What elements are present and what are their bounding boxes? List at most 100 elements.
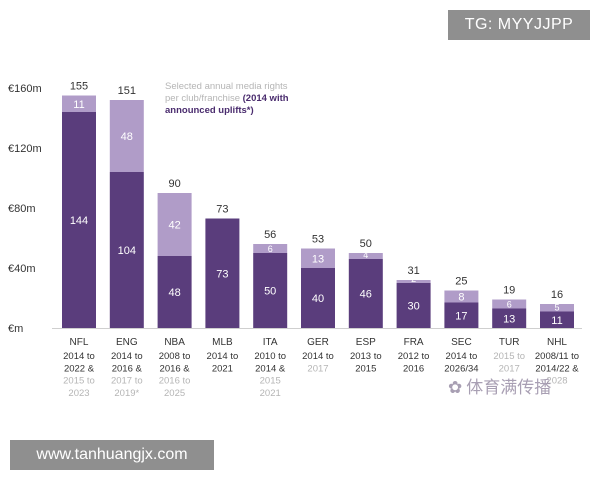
wechat-icon: ✿ [448,378,463,398]
category-sublabel: 2012 to [398,351,430,362]
bar-uplift-nfl [62,95,96,112]
category-label: ITA [263,337,278,348]
category-sublabel: 2028 [546,376,567,387]
category-label: NFL [70,337,89,348]
bar-uplift-nhl [540,304,574,312]
category-label: NBA [164,337,185,348]
bar-uplift-eng [109,100,144,172]
category-label: MLB [212,337,233,348]
logo-watermark: ✿ 体育满传播 [448,373,551,398]
category-sublabel: 2014 & [255,363,286,374]
category-label: TUR [499,337,520,348]
bar-uplift-ger [301,248,335,268]
bar-uplift-label: 48 [121,131,133,143]
category-sublabel: 2017 [307,363,328,374]
category-sublabel: 2015 [355,363,376,374]
category-sublabel: 2015 to [493,351,525,362]
bar-total-label: 16 [551,289,563,301]
bar-base-label: 11 [551,315,562,327]
bar-total-label: 151 [118,85,136,97]
bar-base-nhl [540,311,574,328]
url-watermark: www.tanhuangjx.com [10,440,214,470]
category-sublabel: 2014 to [446,351,478,362]
bar-base-mlb [205,218,240,328]
bar-base-esp [348,259,383,328]
bar-total-label: 31 [407,265,419,277]
category-sublabel: 2019* [114,388,139,399]
y-tick-label: €m [8,323,23,335]
y-tick-label: €160m [8,83,42,95]
bar-uplift-label: 2 [411,274,416,284]
bar-base-ger [301,268,335,328]
bar-total-label: 90 [168,178,180,190]
bar-base-label: 50 [264,286,276,298]
bar-uplift-label: 5 [554,303,559,313]
y-tick-label: €80m [8,203,36,215]
bar-total-label: 25 [455,276,467,288]
bar-uplift-sec [444,290,479,303]
category-sublabel: 2021 [260,388,281,399]
category-label: FRA [404,337,424,348]
bar-uplift-label: 13 [312,253,324,265]
bar-uplift-label: 6 [507,300,512,310]
bar-base-label: 104 [118,245,136,257]
category-sublabel: 2013 to [350,351,382,362]
bar-uplift-tur [492,299,527,309]
category-sublabel: 2017 [499,363,520,374]
bar-base-label: 48 [168,287,180,299]
category-label: GER [307,337,329,348]
category-sublabel: 2014 to [111,351,143,362]
bar-total-label: 155 [70,81,88,93]
category-sublabel: 2010 to [254,351,286,362]
category-sublabel: 2015 to [63,376,95,387]
category-sublabel: 2014 to [63,351,95,362]
bar-base-nba [157,256,192,328]
bar-base-nfl [62,112,96,328]
bar-uplift-nba [157,193,192,256]
category-sublabel: 2008/11 to [535,351,579,362]
bar-base-sec [444,302,479,328]
category-sublabel: 2014/22 & [535,363,579,374]
category-label: ESP [356,337,376,348]
bar-base-label: 144 [70,215,88,227]
category-sublabel: 2016 & [160,363,191,374]
bar-total-label: 53 [312,234,324,246]
bar-base-label: 17 [455,310,467,322]
bar-base-eng [109,172,144,328]
bar-total-label: 19 [503,285,515,297]
bar-uplift-label: 8 [458,292,464,304]
bar-base-label: 46 [360,289,372,301]
bar-uplift-label: 6 [268,244,273,254]
bar-base-fra [396,283,431,328]
category-sublabel: 2025 [164,388,185,399]
logo-watermark-text: 体育满传播 [466,378,552,398]
bar-uplift-label: 42 [168,220,180,232]
chart-title-line: announced uplifts*) [165,105,254,116]
category-sublabel: 2016 & [112,363,143,374]
category-sublabel: 2016 to [159,376,191,387]
bar-base-tur [492,308,527,328]
chart-title-line: Selected annual media rights [165,81,288,92]
bar-uplift-ita [253,244,288,253]
category-label: NHL [547,337,567,348]
category-sublabel: 2022 & [64,363,95,374]
category-sublabel: 2014 to [302,351,334,362]
bar-base-ita [253,253,288,328]
bar-base-label: 40 [312,293,324,305]
bar-uplift-label: 11 [73,99,84,111]
bar-uplift-fra [396,280,431,283]
category-sublabel: 2023 [68,388,89,399]
category-sublabel: 2021 [212,363,233,374]
category-label: SEC [451,337,472,348]
bar-total-label: 73 [216,204,228,216]
category-sublabel: 2017 to [111,376,143,387]
bar-base-label: 30 [407,301,419,313]
category-sublabel: 2026/34 [444,363,478,374]
bar-base-label: 73 [216,268,228,280]
y-tick-label: €120m [8,143,42,155]
bar-base-label: 13 [503,313,515,325]
category-sublabel: 2016 [403,363,424,374]
chart-title-line: per club/franchise (2014 with [165,93,289,104]
y-tick-label: €40m [8,263,36,275]
